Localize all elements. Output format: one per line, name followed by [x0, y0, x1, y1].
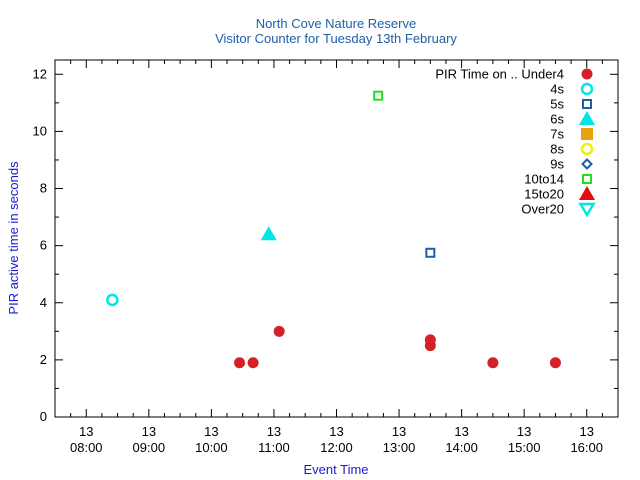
legend-marker-under4 — [581, 68, 593, 80]
legend-marker-15to20 — [579, 186, 595, 200]
x-tick-label-time: 16:00 — [570, 440, 603, 455]
data-point-under4 — [273, 325, 285, 337]
x-tick-label-time: 13:00 — [383, 440, 416, 455]
legend-marker-10to14 — [582, 174, 592, 184]
y-tick-label: 10 — [33, 123, 47, 138]
legend-marker-9s — [581, 158, 593, 170]
legend-marker-8s — [580, 142, 594, 156]
axis-ticks: 0246810121308:001309:001310:001311:00131… — [33, 60, 618, 455]
x-tick-label-day: 13 — [392, 424, 406, 439]
data-point-under4 — [549, 357, 561, 369]
y-tick-label: 12 — [33, 66, 47, 81]
y-tick-label: 2 — [40, 352, 47, 367]
y-tick-label: 0 — [40, 409, 47, 424]
x-tick-label-day: 13 — [454, 424, 468, 439]
x-tick-label-time: 14:00 — [445, 440, 478, 455]
legend-label: 10to14 — [524, 172, 564, 187]
legend-label: 15to20 — [524, 187, 564, 202]
legend-label: 9s — [550, 157, 564, 172]
y-axis-label: PIR active time in seconds — [6, 161, 21, 315]
chart-subtitle: Visitor Counter for Tuesday 13th Februar… — [215, 31, 457, 46]
legend-marker-6s — [579, 111, 595, 125]
data-point-6s — [260, 226, 277, 241]
x-tick-label-day: 13 — [204, 424, 218, 439]
data-point-4s — [106, 293, 119, 307]
y-tick-label: 6 — [40, 238, 47, 253]
legend-label: 5s — [550, 97, 564, 112]
data-point-under4 — [424, 340, 436, 352]
data-points — [106, 90, 561, 369]
x-tick-label-time: 15:00 — [508, 440, 541, 455]
legend-label: 8s — [550, 142, 564, 157]
x-tick-label-day: 13 — [267, 424, 281, 439]
x-tick-label-day: 13 — [517, 424, 531, 439]
legend: PIR Time on .. Under44s5s6s7s8s9s10to141… — [435, 67, 596, 218]
legend-marker-7s — [581, 128, 593, 140]
y-tick-label: 4 — [40, 295, 47, 310]
data-point-under4 — [247, 357, 259, 369]
data-point-under4 — [487, 357, 499, 369]
data-point-under4 — [234, 357, 246, 369]
legend-label: PIR Time on .. Under4 — [435, 67, 564, 82]
x-axis-label: Event Time — [303, 462, 368, 477]
data-point-5s — [425, 247, 436, 258]
x-tick-label-time: 12:00 — [320, 440, 353, 455]
legend-label: 7s — [550, 127, 564, 142]
y-tick-label: 8 — [40, 181, 47, 196]
x-tick-label-day: 13 — [579, 424, 593, 439]
legend-label: 6s — [550, 112, 564, 127]
legend-label: Over20 — [521, 202, 564, 217]
legend-marker-over20 — [578, 202, 596, 218]
legend-marker-4s — [580, 82, 594, 96]
chart-title: North Cove Nature Reserve — [256, 16, 416, 31]
x-tick-label-time: 11:00 — [258, 440, 290, 455]
x-tick-label-time: 08:00 — [70, 440, 103, 455]
x-tick-label-day: 13 — [329, 424, 343, 439]
x-tick-label-day: 13 — [79, 424, 93, 439]
x-tick-label-time: 10:00 — [195, 440, 228, 455]
legend-marker-5s — [582, 99, 592, 109]
x-tick-label-day: 13 — [142, 424, 156, 439]
plot-frame — [54, 59, 619, 418]
data-point-10to14 — [373, 90, 384, 101]
x-tick-label-time: 09:00 — [133, 440, 166, 455]
legend-label: 4s — [550, 82, 564, 97]
